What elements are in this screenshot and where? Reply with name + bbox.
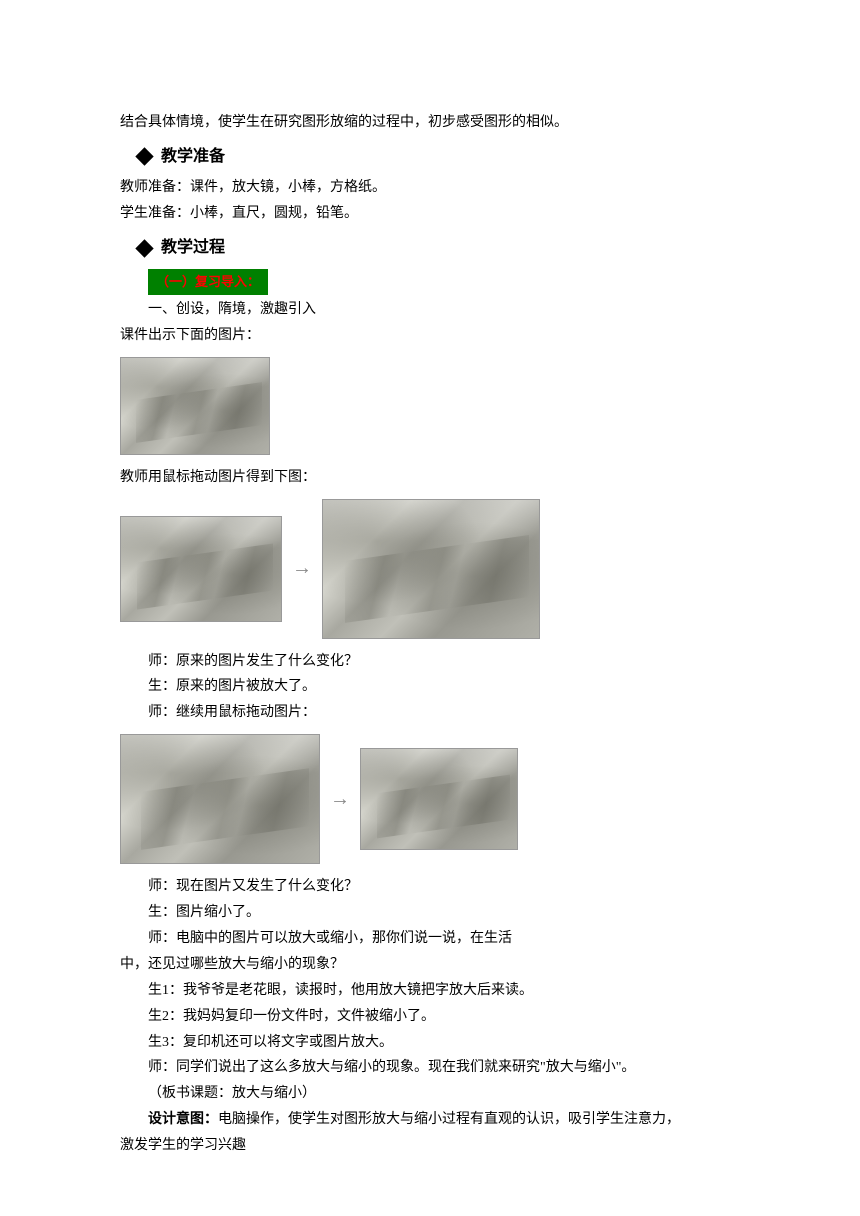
- arrow-right-icon: →: [292, 550, 312, 587]
- design-label: 设计意图：: [148, 1112, 218, 1127]
- line-drag1-text: 教师用鼠标拖动图片得到下图：: [120, 465, 740, 491]
- dialog2-c2: 中，还见过哪些放大与缩小的现象？: [120, 952, 740, 978]
- section-process-title: 教学过程: [161, 233, 225, 263]
- student3-text: 生3：复印机还可以将文字或图片放大。: [120, 1030, 740, 1056]
- dialog2-c1: 师：电脑中的图片可以放大或缩小，那你们说一说，在生活: [120, 926, 740, 952]
- teacher-sum-text: 师：同学们说出了这么多放大与缩小的现象。现在我们就来研究"放大与缩小"。: [120, 1055, 740, 1081]
- great-wall-image-small2: [360, 748, 518, 850]
- diamond-icon: [135, 239, 153, 257]
- design-line: 设计意图：电脑操作，使学生对图形放大与缩小过程有直观的认识，吸引学生注意力，: [120, 1107, 740, 1133]
- great-wall-image: [120, 357, 270, 455]
- sub-label-text: （一）复习导入：: [148, 269, 268, 295]
- great-wall-image-small: [120, 516, 282, 622]
- dialog1-q: 师：原来的图片发生了什么变化？: [120, 649, 740, 675]
- student2-text: 生2：我妈妈复印一份文件时，文件被缩小了。: [120, 1004, 740, 1030]
- section-prep-title: 教学准备: [161, 142, 225, 172]
- teacher-prep: 教师准备：课件，放大镜，小棒，方格纸。: [120, 175, 740, 201]
- dialog1-c: 师：继续用鼠标拖动图片：: [120, 700, 740, 726]
- dialog2-q: 师：现在图片又发生了什么变化？: [120, 874, 740, 900]
- dialog1-a: 生：原来的图片被放大了。: [120, 674, 740, 700]
- line-show-text: 课件出示下面的图片：: [120, 323, 740, 349]
- student-prep: 学生准备：小棒，直尺，圆规，铅笔。: [120, 201, 740, 227]
- arrow-right-icon: →: [330, 781, 350, 818]
- great-wall-image-large2: [120, 734, 320, 864]
- section-process-header: 教学过程: [138, 233, 740, 263]
- dialog2-a: 生：图片缩小了。: [120, 900, 740, 926]
- section-prep-header: 教学准备: [138, 142, 740, 172]
- design-text2: 激发学生的学习兴趣: [120, 1133, 740, 1159]
- step1-text: 一、创设，隋境，激趣引入: [120, 297, 740, 323]
- intro-text: 结合具体情境，使学生在研究图形放缩的过程中，初步感受图形的相似。: [120, 110, 740, 136]
- design-text: 电脑操作，使学生对图形放大与缩小过程有直观的认识，吸引学生注意力，: [218, 1112, 680, 1127]
- image-enlarge-row: →: [120, 499, 740, 639]
- sub-label-review: （一）复习导入：: [120, 267, 740, 297]
- great-wall-image-large: [322, 499, 540, 639]
- image-shrink-row: →: [120, 734, 740, 864]
- board-text: （板书课题：放大与缩小）: [120, 1081, 740, 1107]
- image-single-row: [120, 357, 740, 455]
- student1-text: 生1：我爷爷是老花眼，读报时，他用放大镜把字放大后来读。: [120, 978, 740, 1004]
- diamond-icon: [135, 147, 153, 165]
